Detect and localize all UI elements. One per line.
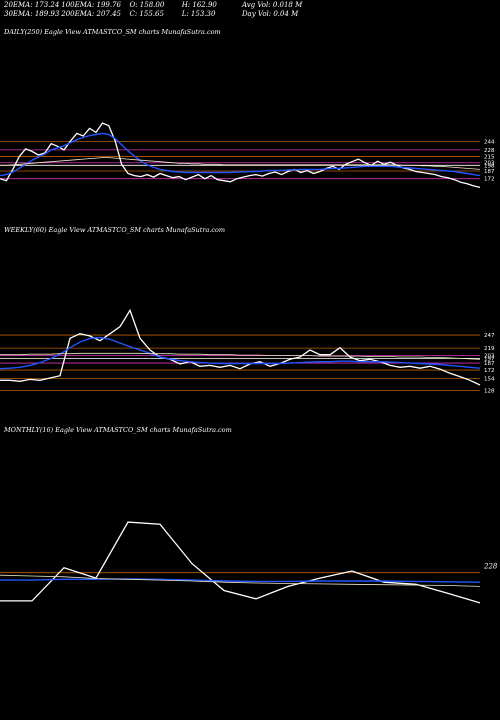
price-level-label: 172 — [484, 368, 495, 374]
close-label: C: 155.65 — [129, 10, 164, 18]
monthly-chart: 228 — [0, 521, 498, 604]
ema_cream-series-line — [0, 574, 481, 587]
header-row-2: 30EMA: 189.93 200EMA: 207.45 C: 155.65 L… — [4, 10, 298, 18]
price-level-label: 198 — [484, 163, 495, 169]
ema_cream-series-line — [0, 157, 481, 170]
price-level-label: 244 — [484, 140, 495, 146]
price-level-label: 247 — [484, 333, 495, 339]
price-level-label: 154 — [484, 376, 495, 382]
weekly-chart-title: WEEKLY(60) Eagle View ATMASTCO_SM charts… — [4, 226, 226, 234]
open-label: O: 158.00 — [129, 1, 165, 9]
monthly-chart-title: MONTHLY(16) Eagle View ATMASTCO_SM chart… — [4, 426, 232, 434]
avg-vol-label: Avg Vol: 0.018 M — [241, 1, 303, 9]
price-level-label: 187 — [484, 169, 495, 175]
ema_blue-series-line — [0, 578, 481, 583]
price-series-line — [0, 122, 481, 189]
ema20-label: 20EMA: 173.24 — [4, 1, 60, 9]
price-level-label: 228 — [483, 563, 498, 571]
ema_cream-series-line — [0, 352, 481, 360]
day-vol-label: Day Vol: 0.04 M — [241, 10, 299, 18]
price-level-label: 187 — [484, 361, 495, 367]
low-label: L: 153.30 — [181, 10, 216, 18]
price-level-label: 128 — [484, 389, 495, 395]
price-level-label: 172 — [484, 177, 495, 183]
price-series-line — [0, 308, 481, 386]
price-level-label: 215 — [484, 155, 495, 161]
price-level-label: 197 — [484, 356, 495, 362]
ema_blue-series-line — [0, 132, 481, 177]
ema100-label: 100EMA: 199.76 — [61, 1, 122, 9]
ema_blue-series-line — [0, 336, 481, 370]
ema200-label: 200EMA: 207.45 — [61, 10, 122, 18]
price-series-line — [0, 521, 481, 604]
high-label: H: 162.90 — [181, 1, 217, 9]
price-level-label: 219 — [484, 346, 495, 352]
ema30-label: 30EMA: 189.93 — [4, 10, 60, 18]
price-level-label: 228 — [484, 148, 495, 154]
price-level-label: 203 — [484, 354, 495, 360]
daily-chart-title: DAILY(250) Eagle View ATMASTCO_SM charts… — [4, 28, 221, 36]
price-level-label: 203 — [484, 161, 495, 167]
header-row-1: 20EMA: 173.24 100EMA: 199.76 O: 158.00 H… — [4, 1, 302, 9]
